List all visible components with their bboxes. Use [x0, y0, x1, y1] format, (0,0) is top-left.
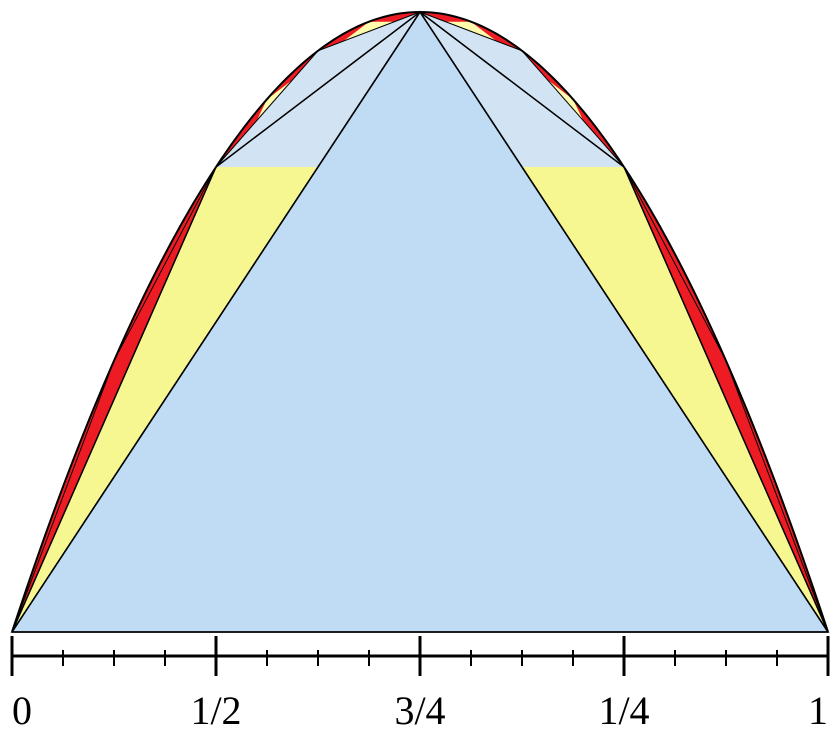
- quadrature-diagram: 0 1/2 3/4 1/4 1: [0, 0, 840, 742]
- axis-label: 1/2: [190, 688, 241, 733]
- axis-label: 1/4: [598, 688, 649, 733]
- axis-label: 1: [808, 688, 828, 733]
- axis-label: 3/4: [394, 688, 445, 733]
- axis-label: 0: [12, 688, 32, 733]
